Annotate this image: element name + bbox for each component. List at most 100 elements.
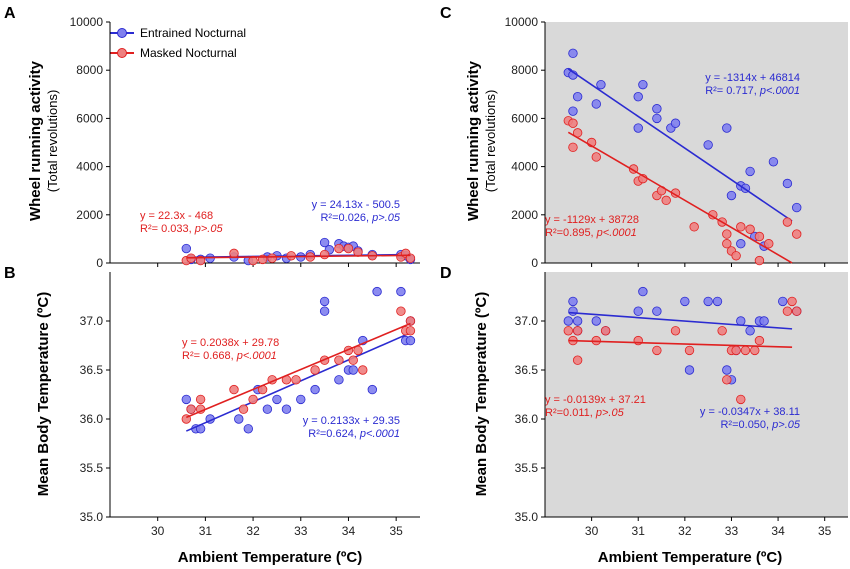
data-point bbox=[286, 251, 296, 261]
data-point bbox=[726, 190, 737, 201]
y-tick-label: 4000 bbox=[511, 160, 538, 174]
data-point bbox=[568, 142, 578, 153]
data-point bbox=[600, 326, 611, 336]
y-title-activity-sub: (Total revolutions) bbox=[45, 90, 60, 193]
y-title-activity-sub-right: (Total revolutions) bbox=[483, 90, 498, 193]
p-value: p<.0001 bbox=[359, 428, 400, 440]
data-point bbox=[652, 113, 662, 124]
equation-label: y = -0.0347x + 38.11 bbox=[700, 406, 800, 418]
y-tick-label: 37.0 bbox=[515, 314, 539, 328]
x-tick-label: 35 bbox=[389, 524, 403, 538]
data-point bbox=[652, 345, 662, 356]
regression-line bbox=[186, 254, 411, 259]
y-title-body-temp-right: Mean Body Temperature (ºC) bbox=[473, 292, 490, 496]
data-point bbox=[181, 243, 192, 254]
data-point bbox=[652, 104, 662, 114]
data-point bbox=[591, 316, 601, 326]
data-point bbox=[267, 253, 277, 263]
data-point bbox=[792, 229, 802, 239]
data-point bbox=[563, 316, 574, 326]
panel-c: 0 2000 4000 6000 8000 10000 y = -1314x + 46814… bbox=[505, 15, 848, 270]
y-tick-label: 37.0 bbox=[80, 314, 104, 328]
data-point bbox=[186, 404, 196, 414]
regression-line bbox=[568, 311, 793, 330]
data-point bbox=[568, 118, 578, 128]
equation-label: y = -0.0139x + 37.21 bbox=[545, 394, 646, 406]
y-tick-label: 35.0 bbox=[515, 510, 539, 524]
data-point bbox=[633, 335, 643, 346]
data-point bbox=[195, 394, 206, 405]
y-tick-label: 35.5 bbox=[515, 461, 539, 475]
y-tick-label: 36.5 bbox=[515, 363, 539, 377]
regression-line bbox=[185, 322, 411, 419]
panel-label-a: A bbox=[4, 5, 16, 22]
data-point bbox=[348, 355, 358, 365]
data-point bbox=[740, 345, 751, 356]
data-point bbox=[572, 355, 583, 365]
data-point bbox=[633, 123, 643, 133]
r2-label: R²=0.050, p>.05 bbox=[720, 419, 800, 431]
y-title-activity-main-right: Wheel running activity bbox=[465, 60, 482, 221]
p-value: p>.05 bbox=[194, 223, 224, 235]
x-tick-label: 30 bbox=[585, 524, 599, 538]
data-point bbox=[736, 222, 746, 232]
y-tick-label: 0 bbox=[96, 256, 103, 270]
r2-value: R²=0.011, bbox=[545, 407, 596, 419]
data-point bbox=[396, 306, 406, 316]
data-point bbox=[722, 239, 732, 249]
x-tick-label: 35 bbox=[818, 524, 832, 538]
data-point bbox=[722, 375, 732, 385]
data-point bbox=[754, 231, 765, 242]
data-point bbox=[591, 152, 601, 162]
y-tick-label: 10000 bbox=[70, 15, 104, 29]
x-tick-label: 30 bbox=[151, 524, 165, 538]
r2-value: R²=0.624, bbox=[308, 428, 360, 440]
data-point bbox=[572, 326, 583, 336]
r2-value: R²= 0.668, bbox=[182, 350, 237, 362]
y-title-body-temp-left: Mean Body Temperature (ºC) bbox=[35, 292, 52, 496]
data-point bbox=[181, 394, 192, 405]
y-tick-label: 36.0 bbox=[80, 412, 104, 426]
panel-a: 0 2000 4000 6000 8000 10000 y = 24.13x - 500.5… bbox=[70, 15, 420, 270]
y-tick-label: 2000 bbox=[76, 208, 103, 222]
x-tick-label: 31 bbox=[632, 524, 646, 538]
y-tick-label: 35.5 bbox=[80, 461, 104, 475]
data-point bbox=[234, 414, 244, 424]
legend-marker-entrained bbox=[117, 28, 127, 38]
data-point bbox=[638, 286, 648, 297]
data-point bbox=[243, 424, 254, 434]
p-value: p>.05 bbox=[771, 419, 801, 431]
data-point bbox=[684, 345, 695, 356]
data-point bbox=[736, 394, 746, 405]
data-point bbox=[787, 296, 797, 307]
data-point bbox=[633, 306, 643, 316]
r2-label: R²= 0.668, p<.0001 bbox=[182, 350, 277, 362]
data-point bbox=[596, 79, 606, 90]
panel-label-b: B bbox=[4, 265, 16, 282]
data-point bbox=[405, 335, 416, 346]
data-point bbox=[722, 365, 732, 375]
y-tick-label: 0 bbox=[531, 256, 538, 270]
data-point bbox=[334, 243, 344, 254]
data-point bbox=[568, 106, 578, 116]
data-point bbox=[661, 195, 671, 206]
panel-label-d: D bbox=[440, 265, 452, 282]
data-point bbox=[722, 229, 732, 239]
p-value: p<.0001 bbox=[759, 85, 800, 97]
equation-label: y = 24.13x - 500.5 bbox=[312, 199, 400, 211]
data-point bbox=[703, 296, 713, 307]
x-tick-label: 31 bbox=[199, 524, 213, 538]
panel-label-c: C bbox=[440, 5, 452, 22]
data-point bbox=[591, 99, 601, 109]
data-point bbox=[652, 306, 662, 316]
equation-label: y = 0.2133x + 29.35 bbox=[303, 415, 400, 427]
data-point bbox=[731, 251, 741, 261]
legend: Entrained Nocturnal Masked Nocturnal bbox=[110, 26, 246, 60]
data-point bbox=[633, 92, 643, 102]
y-title-activity-left: Wheel running activity (Total revolution… bbox=[27, 60, 60, 221]
data-point bbox=[563, 326, 574, 336]
